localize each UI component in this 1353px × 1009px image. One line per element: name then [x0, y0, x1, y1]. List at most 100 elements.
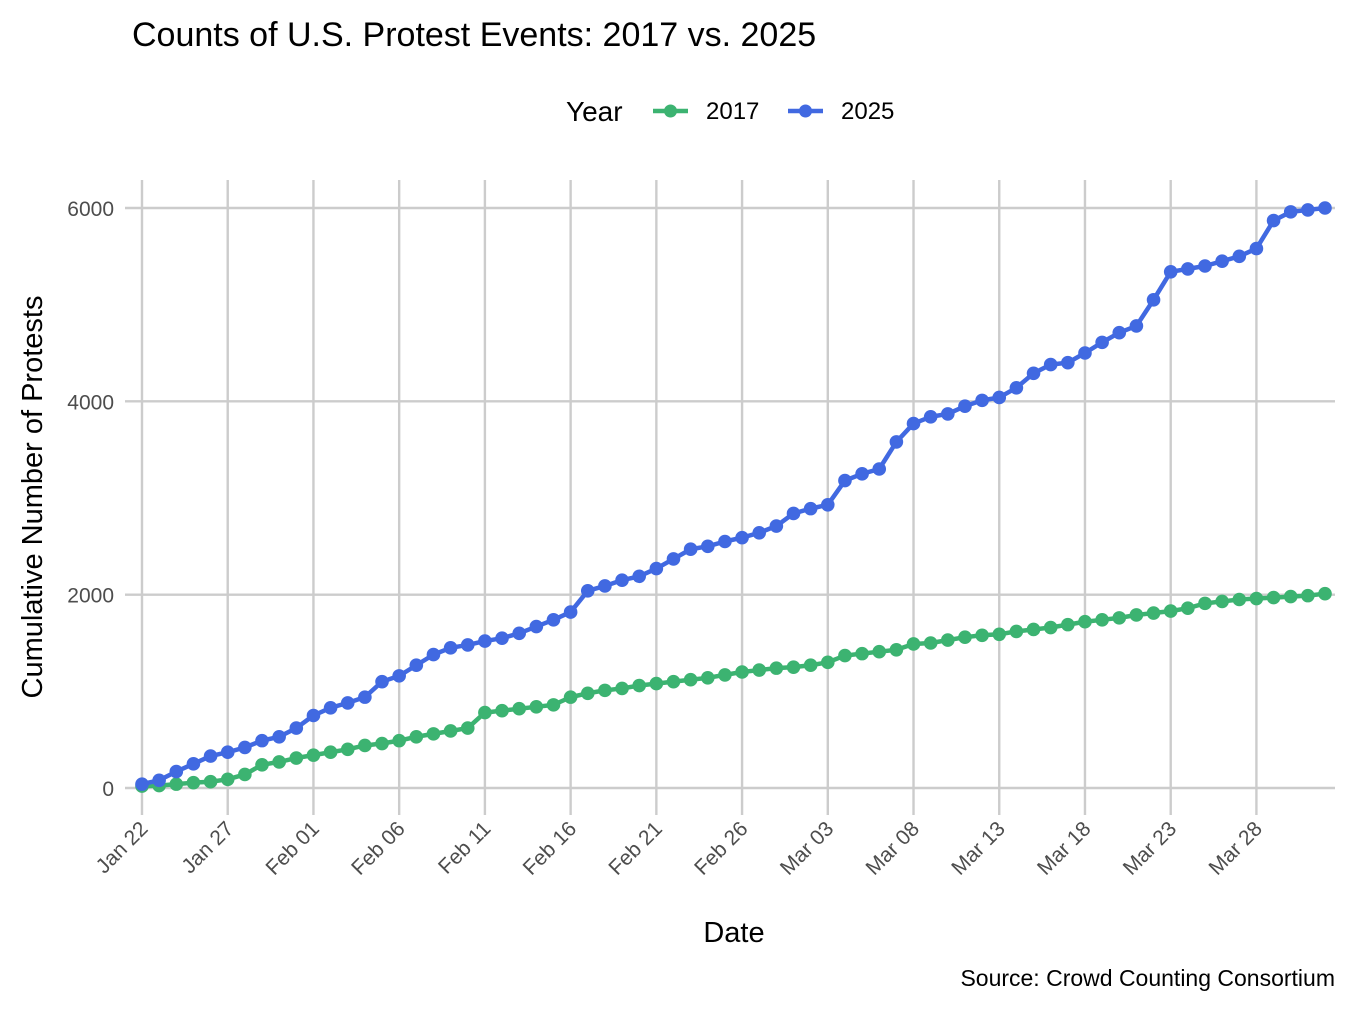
data-point-2017	[495, 703, 509, 718]
data-point-2025	[495, 631, 509, 645]
data-point-2017	[1078, 614, 1092, 629]
data-point-2017	[512, 701, 526, 716]
data-point-2017	[889, 642, 904, 657]
x-axis-ticks: Jan 22 Jan 27 Feb 01 Feb 06 Feb 11 Feb 16 Feb …	[92, 817, 1267, 880]
data-point-2025	[769, 519, 784, 533]
x-tick-label: Mar 03	[776, 817, 838, 879]
data-point-2017	[838, 648, 852, 663]
data-point-2025	[135, 777, 149, 791]
legend-label-2017: 2017	[706, 98, 759, 125]
data-point-2017	[1009, 624, 1024, 639]
data-point-2025	[1266, 213, 1281, 228]
data-point-2025	[529, 619, 544, 634]
data-point-2025	[1026, 366, 1041, 381]
data-point-2025	[975, 393, 989, 408]
data-point-2017	[1146, 606, 1161, 620]
data-point-2017	[666, 674, 681, 689]
data-point-2025	[289, 721, 304, 735]
legend-key-2025-dot	[799, 104, 812, 118]
data-point-2017	[1266, 590, 1281, 605]
data-point-2017	[255, 758, 269, 772]
x-tick-label: Feb 01	[261, 817, 324, 880]
data-point-2017	[1112, 611, 1127, 625]
data-point-2017	[1095, 613, 1109, 627]
data-point-2025	[1163, 265, 1178, 279]
data-point-2025	[752, 526, 767, 540]
data-point-2017	[683, 672, 698, 687]
data-point-2017	[409, 729, 424, 744]
x-tick-label: Mar 23	[1119, 817, 1181, 879]
data-point-2017	[718, 668, 732, 682]
data-point-2025	[1129, 319, 1144, 333]
data-point-2025	[1249, 241, 1264, 256]
data-point-2025	[152, 773, 166, 788]
series	[135, 201, 1332, 793]
data-point-2025	[306, 708, 321, 723]
data-point-2017	[272, 755, 286, 769]
data-point-2025	[358, 690, 372, 704]
data-point-2025	[1078, 346, 1092, 360]
data-point-2025	[1181, 262, 1195, 276]
data-point-2025	[598, 579, 612, 593]
legend: Year 2017 2025	[566, 96, 894, 127]
data-point-2017	[1129, 608, 1144, 622]
legend-key-2017-dot	[664, 104, 677, 118]
data-point-2025	[1318, 201, 1332, 215]
data-point-2017	[735, 665, 749, 679]
series-line-2017	[139, 591, 1328, 789]
x-tick-label: Mar 18	[1033, 817, 1095, 879]
data-point-2017	[872, 644, 887, 659]
data-point-2025	[272, 729, 286, 744]
data-point-2025	[1232, 249, 1247, 264]
x-tick-label: Feb 21	[604, 817, 667, 880]
data-point-2025	[323, 700, 338, 715]
data-point-2025	[169, 764, 184, 779]
data-point-2017	[580, 686, 595, 701]
series-2025	[135, 201, 1332, 791]
data-point-2017	[992, 627, 1007, 642]
data-point-2025	[478, 634, 492, 648]
y-tick-label: 4000	[67, 391, 114, 414]
data-point-2025	[512, 626, 526, 641]
data-point-2017	[821, 655, 835, 670]
data-point-2017	[306, 748, 321, 762]
x-tick-label: Feb 11	[434, 817, 495, 878]
y-axis-ticks: 0 2000 4000 6000	[67, 198, 114, 801]
data-point-2025	[563, 605, 578, 619]
data-point-2017	[803, 658, 818, 673]
data-point-2025	[340, 696, 355, 710]
data-point-2017	[906, 637, 921, 651]
x-tick-label: Feb 06	[347, 817, 410, 880]
data-point-2025	[1301, 203, 1315, 217]
data-point-2017	[186, 775, 201, 790]
data-point-2025	[186, 757, 201, 771]
x-tick-label: Feb 26	[690, 817, 753, 880]
data-point-2017	[1249, 591, 1264, 606]
y-tick-label: 2000	[67, 585, 114, 608]
data-point-2025	[546, 613, 561, 627]
data-point-2025	[786, 506, 801, 521]
data-point-2017	[478, 705, 492, 720]
source-caption: Source: Crowd Counting Consortium	[960, 965, 1335, 991]
data-point-2025	[1043, 357, 1058, 372]
data-point-2017	[203, 774, 218, 789]
data-point-2025	[255, 733, 269, 748]
x-tick-label: Jan 22	[92, 817, 153, 878]
data-point-2017	[700, 671, 715, 685]
data-point-2017	[443, 724, 458, 738]
data-point-2025	[872, 462, 887, 476]
x-tick-label: Feb 16	[519, 817, 582, 880]
data-point-2017	[220, 772, 235, 787]
data-point-2025	[409, 658, 424, 673]
data-point-2017	[649, 676, 664, 691]
data-point-2025	[735, 530, 749, 545]
data-point-2025	[1112, 325, 1127, 340]
data-point-2025	[1061, 355, 1075, 370]
data-point-2017	[1301, 588, 1315, 603]
data-point-2017	[169, 777, 184, 791]
data-point-2025	[855, 467, 869, 481]
data-point-2025	[238, 740, 252, 755]
data-point-2017	[786, 660, 801, 674]
data-point-2017	[769, 661, 784, 675]
